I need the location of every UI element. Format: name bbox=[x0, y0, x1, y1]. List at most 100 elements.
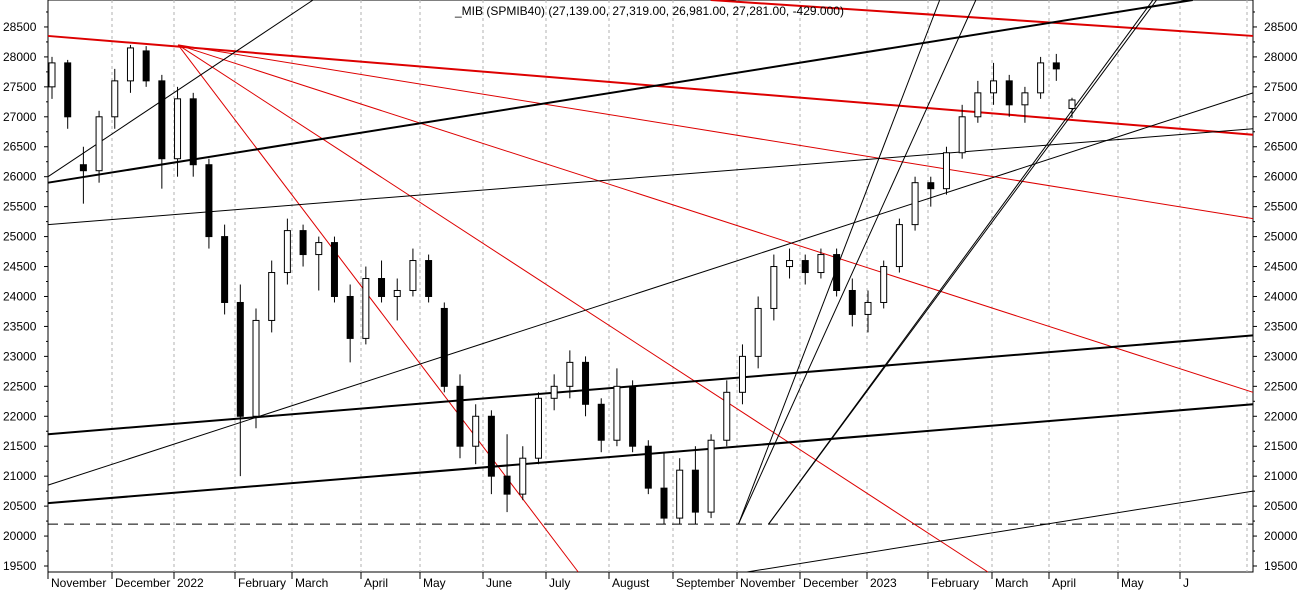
candle-body bbox=[738, 355, 746, 393]
candle-body bbox=[299, 230, 307, 256]
candle-body bbox=[770, 266, 778, 309]
x-tick-label: J bbox=[1183, 576, 1189, 590]
y-tick-label-right: 24500 bbox=[1264, 260, 1298, 274]
x-tick-label: August bbox=[612, 576, 650, 590]
candle-body bbox=[174, 98, 182, 160]
candle-body bbox=[330, 242, 338, 297]
y-tick-label-right: 21000 bbox=[1264, 469, 1298, 483]
candle-body bbox=[425, 260, 433, 297]
y-tick-label-left: 28500 bbox=[3, 20, 37, 34]
y-tick-label-left: 24500 bbox=[3, 260, 37, 274]
candle-body bbox=[268, 272, 276, 321]
chart-title: _MIB (SPMIB40) (27,139.00, 27,319.00, 26… bbox=[454, 4, 844, 18]
candle-body bbox=[660, 487, 668, 519]
x-tick-label: May bbox=[1121, 576, 1144, 590]
y-tick-label-right: 28000 bbox=[1264, 50, 1298, 64]
candle-body bbox=[723, 391, 731, 441]
y-tick-label-left: 24000 bbox=[3, 289, 37, 303]
candle-body bbox=[676, 469, 684, 519]
candle-body bbox=[644, 445, 652, 489]
y-tick-label-left: 23500 bbox=[3, 319, 37, 333]
y-tick-label-right: 27500 bbox=[1264, 80, 1298, 94]
candle-body bbox=[205, 164, 213, 238]
x-tick-label: November bbox=[740, 576, 795, 590]
x-tick-label: 2022 bbox=[177, 576, 204, 590]
x-tick-label: February bbox=[931, 576, 979, 590]
y-tick-label-left: 25500 bbox=[3, 200, 37, 214]
candle-body bbox=[613, 385, 621, 441]
y-tick-label-left: 19500 bbox=[3, 559, 37, 573]
candle-body bbox=[1021, 92, 1029, 106]
x-tick-label: April bbox=[364, 576, 388, 590]
candle-body bbox=[550, 385, 558, 399]
x-axis-labels: November December 2022 February March April Ma… bbox=[47, 572, 1189, 590]
candle-body bbox=[848, 289, 856, 315]
y-tick-label-right: 22000 bbox=[1264, 409, 1298, 423]
candle-body bbox=[393, 289, 401, 297]
x-tick-label: April bbox=[1052, 576, 1076, 590]
x-tick-label: September bbox=[676, 576, 735, 590]
y-tick-label-right: 28500 bbox=[1264, 20, 1298, 34]
trendline bbox=[746, 490, 1254, 573]
candle-body bbox=[456, 385, 464, 447]
y-tick-label-left: 22000 bbox=[3, 409, 37, 423]
y-tick-label-left: 20500 bbox=[3, 499, 37, 513]
candle-body bbox=[864, 301, 872, 315]
candles bbox=[48, 44, 1076, 525]
candle-body bbox=[629, 385, 637, 447]
candle-body bbox=[48, 62, 56, 88]
y-tick-label-right: 23000 bbox=[1264, 349, 1298, 363]
x-tick-label: May bbox=[423, 576, 446, 590]
y-tick-label-right: 27000 bbox=[1264, 110, 1298, 124]
candle-body bbox=[252, 319, 260, 417]
trendline bbox=[177, 44, 579, 573]
candle-body bbox=[111, 80, 119, 118]
y-tick-label-right: 22500 bbox=[1264, 379, 1298, 393]
x-tick-label: 2023 bbox=[870, 576, 897, 590]
y-tick-label-right: 25500 bbox=[1264, 200, 1298, 214]
candle-body bbox=[1005, 80, 1013, 106]
y-tick-label-right: 25000 bbox=[1264, 230, 1298, 244]
candle-body bbox=[582, 361, 590, 405]
candle-body bbox=[1068, 99, 1076, 109]
y-tick-label-left: 21500 bbox=[3, 439, 37, 453]
candle-body bbox=[1037, 62, 1045, 94]
candle-body bbox=[472, 415, 480, 447]
trendline bbox=[47, 334, 1254, 436]
candle-body bbox=[1052, 62, 1060, 70]
y-axis-right: 19500 20000 20500 21000 21500 22000 22500 23000… bbox=[1253, 11, 1298, 573]
candle-body bbox=[64, 62, 72, 118]
trendline bbox=[738, 0, 977, 525]
y-tick-label-left: 26000 bbox=[3, 170, 37, 184]
candle-body bbox=[597, 403, 605, 441]
candle-body bbox=[440, 307, 448, 387]
candle-body bbox=[911, 182, 919, 226]
y-tick-label-right: 26000 bbox=[1264, 170, 1298, 184]
y-tick-label-left: 28000 bbox=[3, 50, 37, 64]
y-axis-left: 19500 20000 20500 21000 21500 22000 22500 23000… bbox=[3, 11, 48, 573]
trendline bbox=[177, 44, 989, 573]
trendline bbox=[47, 128, 1254, 226]
candle-body bbox=[378, 278, 386, 297]
candle-body bbox=[142, 50, 150, 82]
x-tick-label: November bbox=[51, 576, 106, 590]
y-tick-label-right: 20500 bbox=[1264, 499, 1298, 513]
y-tick-label-left: 25000 bbox=[3, 230, 37, 244]
x-tick-label: July bbox=[549, 576, 570, 590]
candle-body bbox=[126, 47, 134, 82]
candle-body bbox=[786, 260, 794, 268]
y-tick-label-right: 20000 bbox=[1264, 529, 1298, 543]
trendline bbox=[177, 44, 1254, 393]
candle-body bbox=[534, 397, 542, 459]
candle-body bbox=[158, 80, 166, 160]
candle-body bbox=[707, 439, 715, 513]
candle-body bbox=[315, 242, 323, 256]
trendline bbox=[47, 92, 1254, 486]
x-tick-label: December bbox=[115, 576, 170, 590]
candle-body bbox=[236, 301, 244, 417]
candle-body bbox=[754, 307, 762, 357]
trendlines bbox=[47, 0, 1254, 573]
candle-body bbox=[189, 98, 197, 166]
